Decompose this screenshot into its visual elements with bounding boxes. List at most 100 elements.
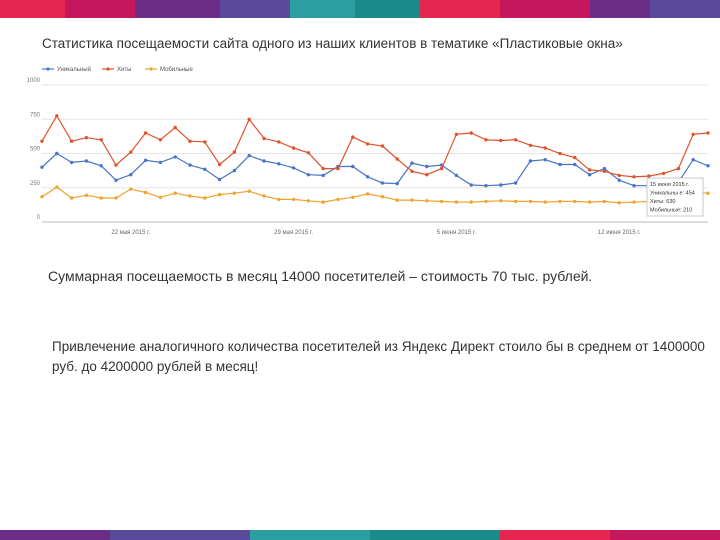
x-tick-label: 12 июня 2015 г.	[598, 230, 641, 236]
x-axis-labels: 22 мая 2015 г. 29 мая 2015 г. 5 июня 2015 …	[111, 230, 640, 236]
data-point	[365, 192, 370, 196]
data-point	[632, 200, 636, 204]
data-point	[513, 138, 518, 142]
data-point	[262, 136, 266, 141]
chart-tooltip: 15 июня 2015 г. Уникальны е: 454 Хиты: 630…	[646, 177, 704, 217]
data-point	[528, 199, 533, 204]
data-point	[247, 117, 251, 121]
data-point	[351, 164, 355, 169]
data-point	[617, 173, 621, 178]
data-point	[40, 165, 44, 169]
data-point	[395, 181, 399, 186]
top-stripe-segment	[0, 0, 65, 18]
data-point	[573, 162, 577, 167]
top-decorative-stripes	[0, 0, 720, 18]
data-point	[410, 198, 414, 202]
data-point	[706, 191, 710, 195]
top-stripe-segment	[650, 0, 720, 18]
bottom-stripe-segment	[0, 530, 110, 540]
data-point	[632, 175, 636, 179]
data-point	[232, 191, 237, 195]
data-point	[558, 162, 562, 167]
data-point	[499, 138, 503, 143]
data-point	[380, 144, 385, 148]
bottom-decorative-stripes	[0, 530, 720, 540]
data-point	[306, 173, 311, 177]
data-point	[587, 173, 592, 177]
data-point	[203, 140, 207, 144]
data-point	[410, 161, 414, 165]
top-stripe-segment	[420, 0, 500, 18]
data-point	[114, 178, 118, 182]
data-point	[129, 173, 133, 177]
data-point	[380, 181, 385, 185]
data-point	[69, 139, 74, 143]
data-point	[217, 177, 222, 182]
data-point	[40, 139, 44, 143]
data-point	[439, 199, 444, 204]
y-tick-label: 750	[30, 112, 41, 118]
bottom-stripe-segment	[370, 530, 500, 540]
data-point	[114, 163, 118, 167]
data-point	[691, 158, 695, 162]
data-point	[217, 192, 222, 197]
data-point	[543, 200, 547, 204]
data-point	[173, 125, 177, 130]
series-line	[41, 114, 709, 178]
data-point	[410, 169, 414, 173]
data-point	[706, 131, 710, 135]
data-point	[691, 132, 695, 136]
data-point	[395, 198, 399, 202]
x-tick-label: 22 мая 2015 г.	[111, 230, 150, 236]
data-point	[158, 195, 163, 199]
data-point	[587, 168, 592, 172]
series-line	[41, 152, 709, 187]
data-point	[306, 199, 311, 203]
data-point	[247, 189, 251, 193]
data-point	[69, 160, 74, 165]
top-stripe-segment	[290, 0, 355, 18]
data-point	[188, 139, 192, 143]
data-point	[306, 151, 311, 155]
data-point	[454, 132, 459, 136]
data-point	[173, 155, 177, 159]
slide-title: Статистика посещаемости сайта одного из …	[42, 36, 623, 51]
data-point	[469, 183, 473, 187]
data-point	[143, 158, 148, 162]
bottom-stripe-segment	[610, 530, 720, 540]
data-point	[188, 163, 192, 167]
tooltip-line: Хиты: 630	[650, 199, 675, 205]
legend-marker	[106, 67, 110, 71]
data-point	[528, 143, 533, 147]
data-point	[143, 131, 148, 135]
data-point	[262, 159, 266, 163]
data-point	[513, 199, 518, 204]
data-point	[217, 162, 222, 167]
data-point	[321, 200, 325, 204]
legend-label: Мобильные	[160, 67, 193, 73]
data-point	[587, 200, 592, 204]
data-point	[188, 194, 192, 198]
data-point	[203, 196, 207, 200]
data-point	[351, 135, 355, 139]
data-point	[395, 157, 399, 161]
data-point	[647, 174, 651, 178]
data-point	[247, 153, 251, 158]
y-axis-labels: 0 250 500 750 1000	[27, 78, 41, 221]
data-point	[232, 150, 237, 154]
data-point	[129, 150, 133, 154]
data-point	[558, 151, 562, 156]
data-point	[676, 166, 681, 171]
data-point	[158, 160, 163, 165]
top-stripe-segment	[590, 0, 650, 18]
summary-text: Суммарная посещаемость в месяц 14000 пос…	[48, 268, 593, 284]
chart-grid	[42, 84, 708, 223]
data-point	[321, 173, 325, 178]
data-point	[543, 146, 547, 150]
data-point	[632, 184, 636, 188]
bottom-stripe-segment	[250, 530, 370, 540]
top-stripe-segment	[220, 0, 290, 18]
y-tick-label: 0	[37, 215, 41, 221]
data-point	[173, 191, 177, 195]
data-point	[84, 159, 89, 163]
